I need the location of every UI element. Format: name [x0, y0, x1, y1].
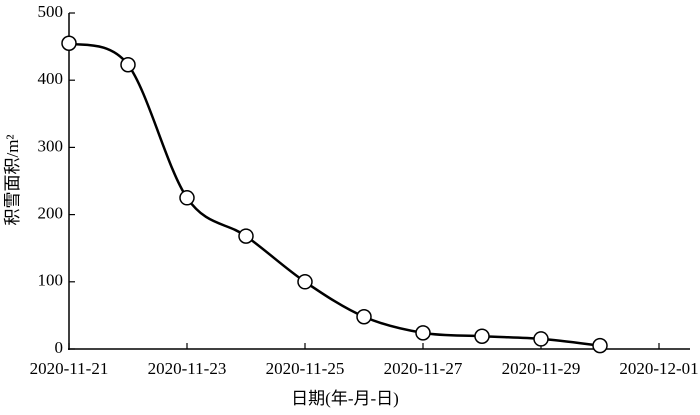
- marker: [533, 331, 549, 347]
- y-axis-label: 积雪面积/m²: [3, 134, 22, 225]
- marker: [61, 35, 77, 51]
- marker: [415, 325, 431, 341]
- marker: [356, 308, 372, 325]
- line: [68, 42, 601, 347]
- y-tick-label: 400: [38, 69, 64, 88]
- y-tick-label: 100: [38, 271, 64, 290]
- y-tick-label: 500: [38, 2, 64, 21]
- x-axis-label: 日期(年-月-日): [291, 389, 399, 408]
- x-tick-label: 2020-11-29: [502, 359, 581, 378]
- marker: [474, 328, 490, 344]
- x-tick-label: 2020-12-01: [619, 359, 698, 378]
- x-tick-label: 2020-11-27: [384, 359, 463, 378]
- marker: [238, 228, 254, 244]
- marker: [297, 274, 313, 290]
- y-tick-label: 0: [55, 338, 64, 357]
- marker: [120, 56, 136, 73]
- x-tick-label: 2020-11-25: [266, 359, 345, 378]
- x-tick-label: 2020-11-21: [30, 359, 109, 378]
- y-tick-label: 200: [38, 204, 64, 223]
- marker: [179, 190, 195, 206]
- x-tick-label: 2020-11-23: [148, 359, 227, 378]
- y-tick-label: 300: [38, 136, 64, 155]
- marker: [592, 337, 608, 354]
